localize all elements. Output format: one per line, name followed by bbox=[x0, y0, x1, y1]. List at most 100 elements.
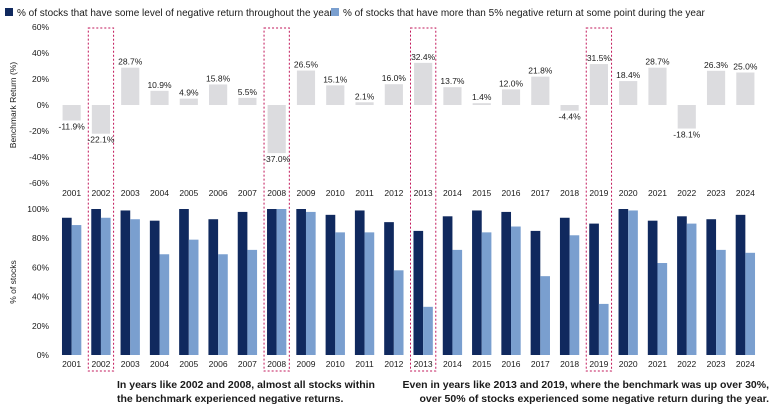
bar-some-negative bbox=[501, 211, 512, 355]
year-label-bottom: 2003 bbox=[121, 359, 140, 369]
benchmark-bar bbox=[267, 105, 286, 154]
bar-some-negative bbox=[91, 209, 101, 355]
bar-over-5pct-negative bbox=[716, 249, 726, 355]
benchmark-value-label: 15.1% bbox=[323, 74, 348, 84]
year-label-top: 2006 bbox=[209, 188, 228, 198]
year-label-top: 2009 bbox=[297, 188, 316, 198]
bar-some-negative bbox=[296, 209, 306, 355]
year-label-top: 2011 bbox=[355, 188, 374, 198]
bar-over-5pct-negative bbox=[745, 252, 756, 355]
bar-over-5pct-negative bbox=[71, 225, 82, 355]
benchmark-bar bbox=[589, 64, 608, 105]
benchmark-bar bbox=[238, 97, 257, 105]
bottom-y-axis: 100% 80% 60% 40% 20% 0% bbox=[27, 204, 49, 360]
highlight-boxes bbox=[87, 27, 613, 372]
year-label-top: 2007 bbox=[238, 188, 257, 198]
benchmark-value-label: 16.0% bbox=[382, 73, 407, 83]
bar-some-negative bbox=[149, 220, 160, 355]
benchmark-value-label: -18.1% bbox=[673, 130, 700, 140]
year-label-bottom: 2013 bbox=[414, 359, 433, 369]
bar-over-5pct-negative bbox=[364, 232, 375, 355]
bar-over-5pct-negative bbox=[393, 270, 404, 355]
benchmark-labels: -11.9%-22.1% 28.7% 10.9% 4.9% 15.8% 5.5% -37.0… bbox=[58, 52, 757, 164]
bar-over-5pct-negative bbox=[218, 254, 228, 355]
top-y-tick: -20% bbox=[29, 126, 49, 136]
year-label-top: 2018 bbox=[560, 188, 579, 198]
year-label-bottom: 2014 bbox=[443, 359, 462, 369]
year-label-bottom: 2008 bbox=[267, 359, 286, 369]
year-label-bottom: 2021 bbox=[648, 359, 667, 369]
year-label-bottom: 2015 bbox=[472, 359, 491, 369]
legend-swatch-dark bbox=[5, 8, 13, 16]
top-y-tick: 40% bbox=[32, 48, 49, 58]
top-y-axis: 60% 40% 20% 0% -20% -40% -60% bbox=[29, 22, 49, 188]
year-label-bottom: 2011 bbox=[355, 359, 374, 369]
benchmark-value-label: 10.9% bbox=[147, 80, 172, 90]
year-label-bottom: 2019 bbox=[589, 359, 608, 369]
bar-over-5pct-negative bbox=[540, 276, 550, 355]
benchmark-value-label: 4.9% bbox=[179, 88, 199, 98]
legend-label-2: % of stocks that have more than 5% negat… bbox=[343, 8, 706, 19]
year-label-top: 2019 bbox=[589, 188, 608, 198]
benchmark-bar bbox=[121, 67, 140, 105]
benchmark-value-label: -4.4% bbox=[558, 112, 581, 122]
bar-some-negative bbox=[413, 230, 424, 355]
benchmark-bar bbox=[501, 89, 521, 105]
top-y-tick: -40% bbox=[29, 152, 49, 162]
bar-some-negative bbox=[120, 210, 131, 355]
benchmark-bar bbox=[443, 87, 462, 105]
benchmark-bar bbox=[150, 90, 169, 105]
bar-over-5pct-negative bbox=[100, 217, 111, 355]
benchmark-value-label: 13.7% bbox=[440, 76, 465, 86]
year-label-top: 2008 bbox=[267, 188, 286, 198]
highlight-box bbox=[410, 27, 437, 372]
top-y-tick: -60% bbox=[29, 178, 49, 188]
bar-over-5pct-negative bbox=[511, 226, 521, 355]
benchmark-bar bbox=[326, 85, 345, 105]
bar-some-negative bbox=[472, 210, 482, 355]
benchmark-bar bbox=[355, 102, 374, 105]
year-label-bottom: 2009 bbox=[297, 359, 316, 369]
year-label-top: 2016 bbox=[502, 188, 521, 198]
bar-over-5pct-negative bbox=[657, 263, 668, 355]
top-year-labels: 2001 2002 2003 2004 2005 2006 2007 2008 2009 2010… bbox=[62, 188, 755, 198]
year-label-bottom: 2024 bbox=[736, 359, 755, 369]
bar-some-negative bbox=[647, 220, 658, 355]
top-y-tick: 0% bbox=[37, 100, 50, 110]
benchmark-bar bbox=[736, 72, 755, 105]
bar-over-5pct-negative bbox=[130, 219, 140, 355]
benchmark-value-label: 18.4% bbox=[616, 70, 641, 80]
benchmark-value-label: -37.0% bbox=[263, 154, 290, 164]
bar-over-5pct-negative bbox=[452, 249, 463, 355]
benchmark-bar bbox=[560, 105, 579, 111]
note-right: Even in years like 2013 and 2019, where … bbox=[373, 378, 769, 406]
benchmark-bar bbox=[472, 103, 491, 105]
benchmark-value-label: 15.8% bbox=[206, 73, 231, 83]
year-label-top: 2012 bbox=[384, 188, 403, 198]
bottom-y-axis-title: % of stocks bbox=[8, 260, 18, 303]
top-y-axis-title: Benchmark Return (%) bbox=[8, 62, 18, 149]
bar-some-negative bbox=[61, 217, 72, 355]
bar-over-5pct-negative bbox=[188, 239, 199, 355]
benchmark-bar bbox=[179, 98, 198, 105]
bar-over-5pct-negative bbox=[423, 306, 433, 355]
year-label-top: 2001 bbox=[62, 188, 81, 198]
top-y-tick: 60% bbox=[32, 22, 49, 32]
benchmark-bar bbox=[209, 84, 228, 105]
stock-bars bbox=[61, 209, 756, 355]
benchmark-bar bbox=[414, 62, 433, 105]
benchmark-bar bbox=[384, 84, 403, 105]
note-right-line2: over 50% of stocks experienced some nega… bbox=[419, 393, 769, 405]
year-label-top: 2020 bbox=[619, 188, 638, 198]
bar-over-5pct-negative bbox=[686, 223, 697, 355]
bar-some-negative bbox=[559, 217, 570, 355]
bar-some-negative bbox=[237, 211, 248, 355]
bar-over-5pct-negative bbox=[247, 249, 258, 355]
benchmark-value-label: 32.4% bbox=[411, 52, 436, 62]
bar-some-negative bbox=[530, 230, 541, 355]
bottom-y-tick: 40% bbox=[32, 292, 49, 302]
year-label-bottom: 2001 bbox=[62, 359, 81, 369]
year-label-top: 2004 bbox=[150, 188, 169, 198]
year-label-bottom: 2010 bbox=[326, 359, 345, 369]
year-label-top: 2003 bbox=[121, 188, 140, 198]
